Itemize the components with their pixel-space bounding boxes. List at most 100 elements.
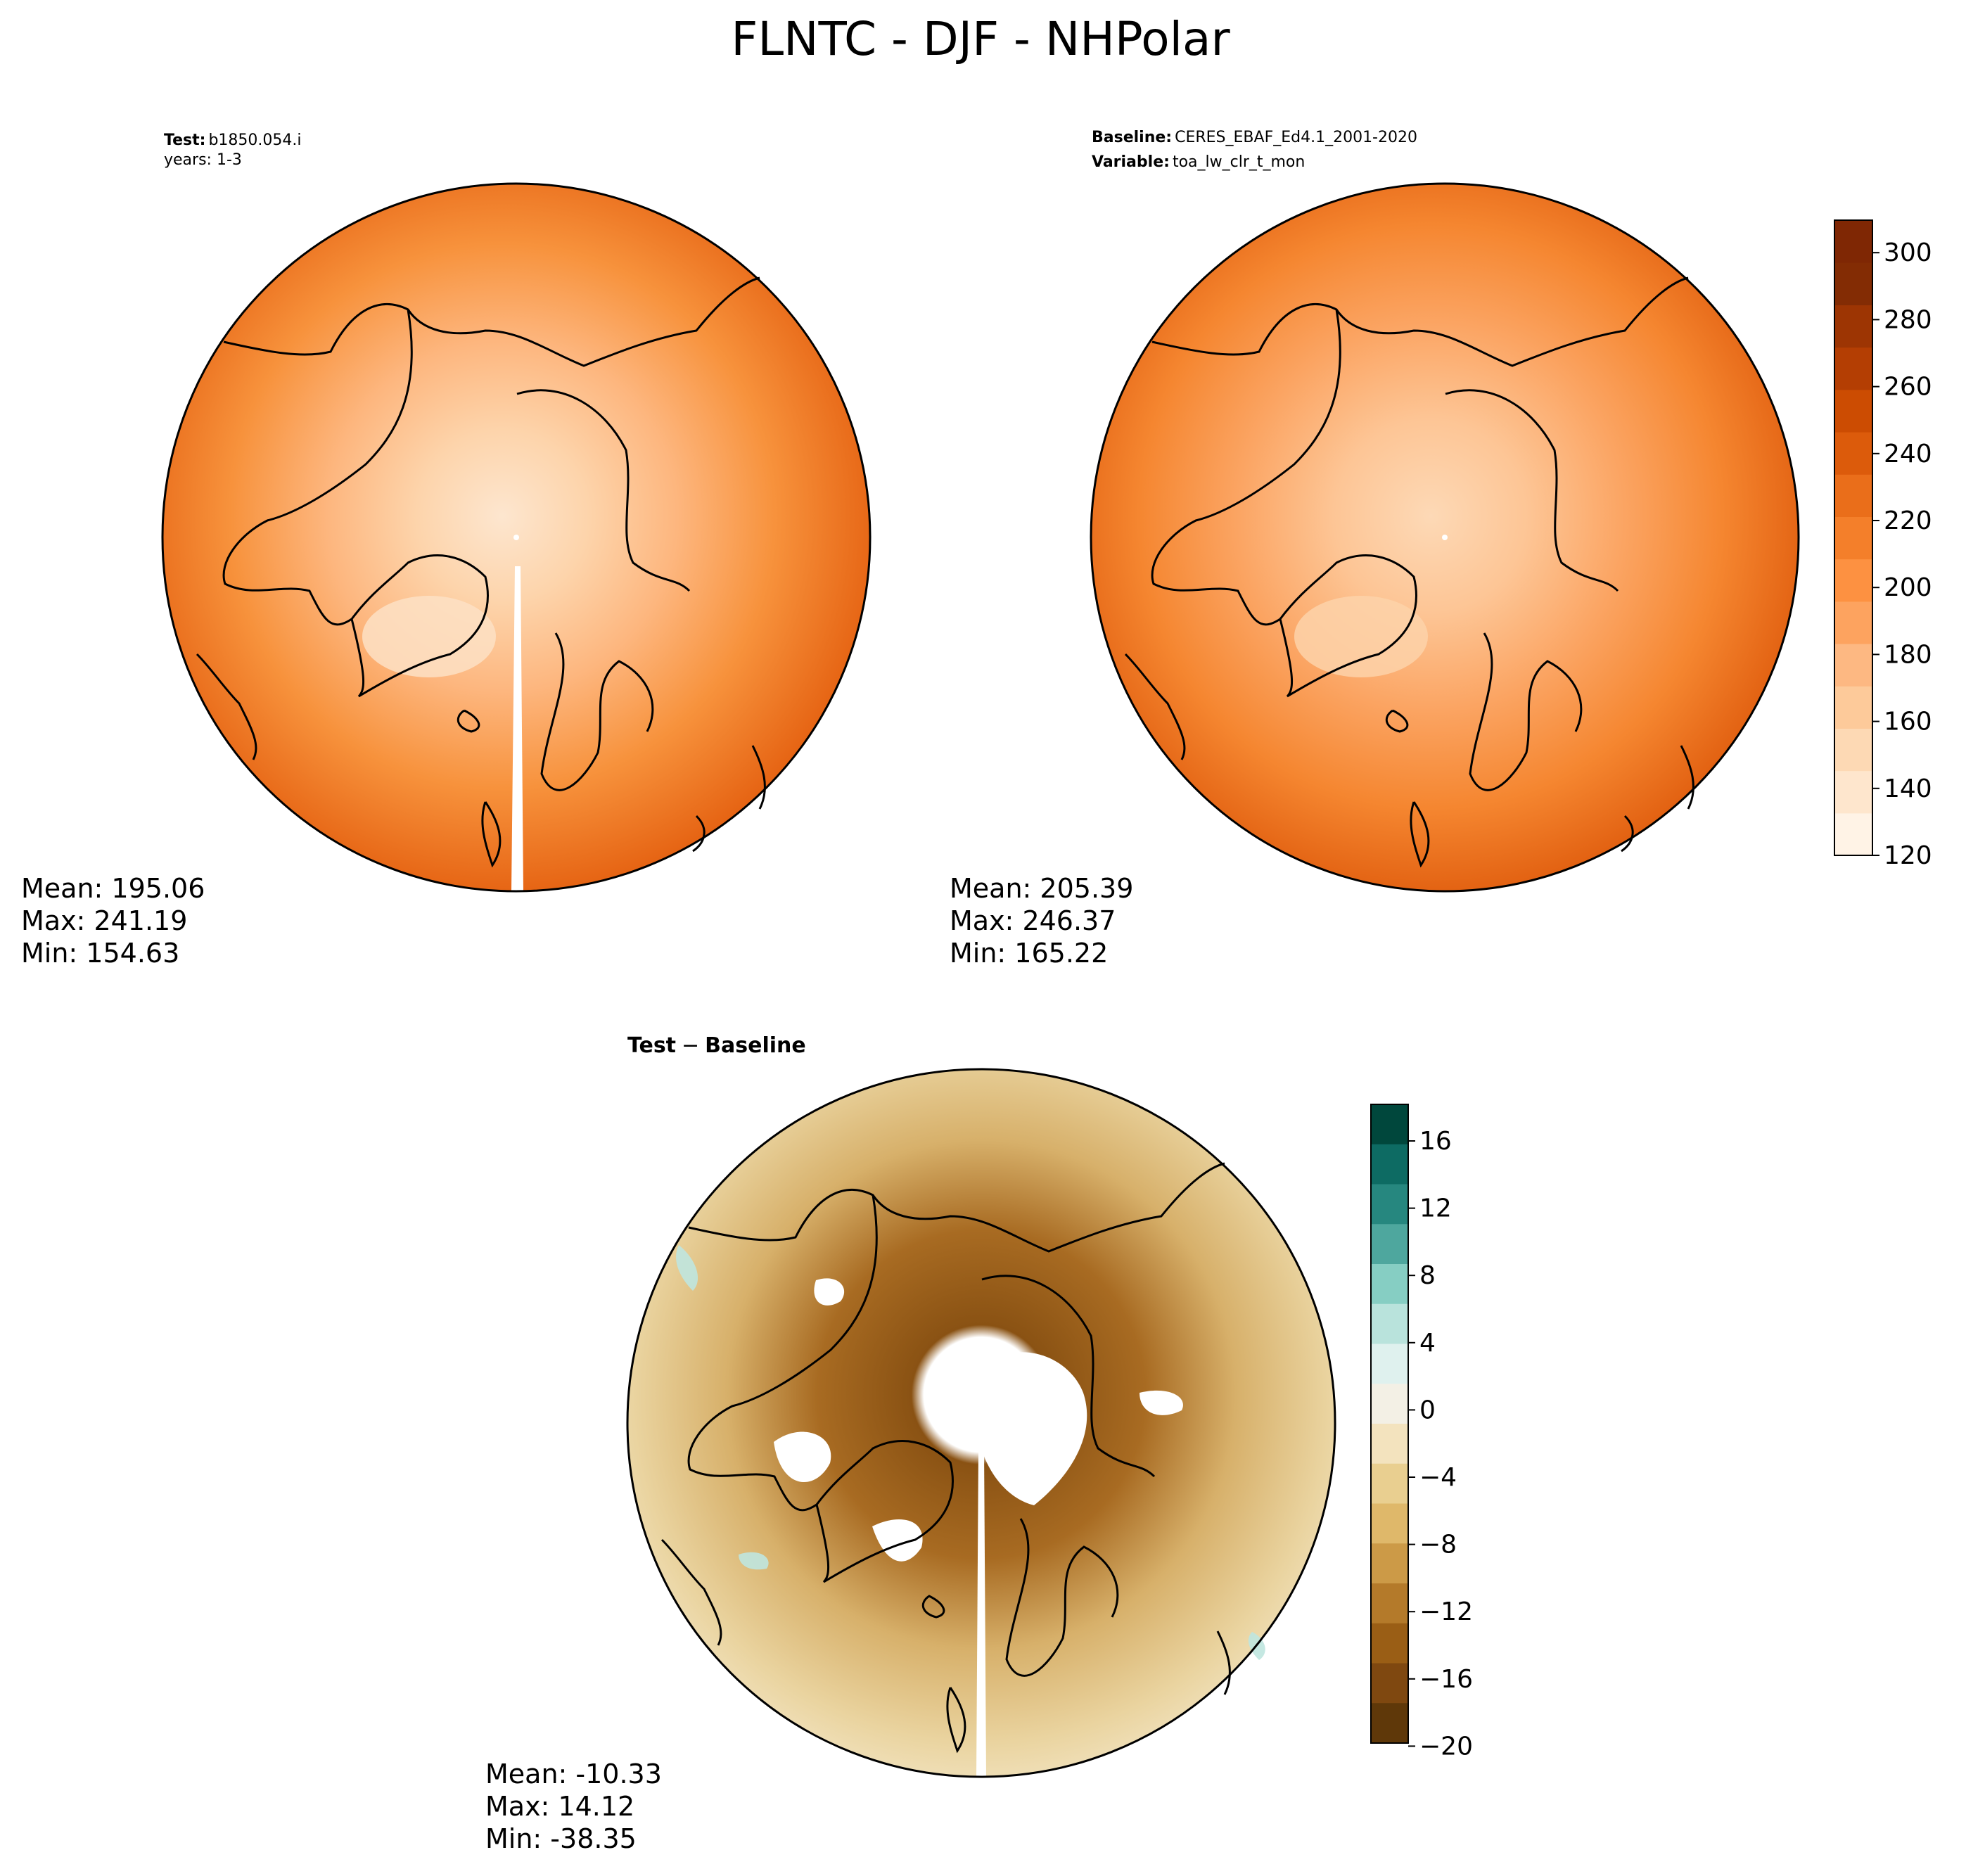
colorbar-tick-label: −8 (1419, 1531, 1457, 1559)
colorbar-tick-label: −20 (1419, 1732, 1473, 1761)
colorbar-segment (1371, 1703, 1408, 1744)
test-mean: Mean: 195.06 (21, 873, 205, 904)
colorbar-tick-label: −16 (1419, 1665, 1473, 1694)
baseline-variable-value: toa_lw_clr_t_mon (1173, 153, 1305, 171)
colorbar-tick-label: 240 (1884, 440, 1932, 468)
diff-colorbar-segments (1371, 1104, 1408, 1744)
colorbar-segment (1834, 262, 1872, 305)
colorbar-segment (1834, 516, 1872, 560)
test-header-key: Test (164, 132, 200, 149)
colorbar-tick-label: 220 (1884, 506, 1932, 535)
baseline-variable: Variable: toa_lw_clr_t_mon (1092, 153, 1305, 171)
colorbar-segment (1834, 770, 1872, 814)
colorbar-segment (1371, 1424, 1408, 1465)
colorbar-segment (1371, 1104, 1408, 1145)
diff-map (626, 1068, 1336, 1778)
test-header-sep: : (200, 132, 206, 149)
colorbar-segment (1371, 1344, 1408, 1384)
diff-min: Min: -38.35 (485, 1823, 637, 1854)
colorbar-segment (1834, 644, 1872, 687)
test-greenland-field (362, 596, 496, 677)
main-colorbar-frame (1834, 219, 1873, 856)
diff-colorbar: 16 12 8 4 0 −4 −8 −12 −16 −20 (1370, 1104, 1473, 1761)
colorbar-segment (1371, 1144, 1408, 1185)
baseline-header: Baseline: CERES_EBAF_Ed4.1_2001-2020 (1092, 129, 1417, 146)
diff-header-baseline: Baseline (705, 1033, 806, 1058)
colorbar-segment (1371, 1303, 1408, 1345)
colorbar-tick-label: 0 (1419, 1396, 1436, 1424)
colorbar-segment (1371, 1583, 1408, 1624)
colorbar-tick-label: 8 (1419, 1261, 1436, 1290)
main-colorbar: 120 140 160 180 200 220 240 260 280 300 (1834, 219, 1932, 870)
colorbar-segment (1371, 1264, 1408, 1305)
test-header-value: b1850.054.i (208, 132, 301, 149)
baseline-variable-sep: : (1163, 153, 1170, 171)
test-panel: Test: b1850.054.i years: 1-3 (21, 132, 872, 969)
colorbar-segment (1834, 812, 1872, 856)
colorbar-segment (1834, 601, 1872, 644)
colorbar-tick-label: 280 (1884, 305, 1932, 334)
figure-title: FLNTC - DJF - NHPolar (731, 12, 1230, 66)
baseline-max: Max: 246.37 (950, 905, 1116, 936)
colorbar-segment (1834, 305, 1872, 348)
diff-missing-wedge (976, 1449, 986, 1777)
test-header: Test: b1850.054.i (164, 132, 301, 149)
colorbar-tick-label: 180 (1884, 640, 1932, 669)
colorbar-tick-label: 200 (1884, 573, 1932, 602)
colorbar-tick-label: −12 (1419, 1597, 1473, 1626)
baseline-variable-key: Variable (1092, 153, 1163, 171)
colorbar-tick-label: 12 (1419, 1194, 1452, 1223)
test-max: Max: 241.19 (21, 905, 187, 936)
test-years: years: 1-3 (164, 151, 242, 169)
baseline-min: Min: 165.22 (950, 938, 1108, 969)
colorbar-segment (1371, 1224, 1408, 1265)
baseline-coastlines (1124, 276, 1694, 868)
colorbar-segment (1371, 1543, 1408, 1584)
colorbar-tick-label: 140 (1884, 774, 1932, 803)
baseline-greenland-field (1294, 596, 1428, 677)
baseline-panel: Baseline: CERES_EBAF_Ed4.1_2001-2020 Vari… (950, 129, 1932, 969)
colorbar-segment (1834, 474, 1872, 517)
colorbar-tick-label: 4 (1419, 1329, 1436, 1358)
diff-mean: Mean: -10.33 (485, 1759, 662, 1789)
colorbar-segment (1834, 220, 1872, 263)
colorbar-segment (1371, 1463, 1408, 1505)
colorbar-segment (1371, 1384, 1408, 1424)
test-min: Min: 154.63 (21, 938, 179, 969)
colorbar-segment (1834, 432, 1872, 475)
test-missing-wedge (511, 566, 523, 891)
test-map (161, 182, 872, 893)
colorbar-tick-label: 260 (1884, 373, 1932, 402)
colorbar-tick-label: 16 (1419, 1127, 1452, 1156)
baseline-map (1090, 182, 1800, 893)
colorbar-segment (1371, 1663, 1408, 1704)
colorbar-segment (1371, 1503, 1408, 1544)
diff-colorbar-ticks: 16 12 8 4 0 −4 −8 −12 −16 −20 (1408, 1127, 1473, 1761)
colorbar-segment (1834, 347, 1872, 390)
colorbar-segment (1834, 389, 1872, 433)
baseline-header-key: Baseline (1092, 129, 1166, 146)
colorbar-segment (1371, 1184, 1408, 1225)
baseline-mean: Mean: 205.39 (950, 873, 1133, 904)
baseline-header-value: CERES_EBAF_Ed4.1_2001-2020 (1175, 129, 1417, 146)
colorbar-segment (1371, 1623, 1408, 1664)
baseline-pole-dot (1442, 535, 1448, 540)
main-colorbar-ticks: 120 140 160 180 200 220 240 260 280 300 (1872, 238, 1932, 870)
test-coastlines (196, 276, 766, 868)
colorbar-segment (1834, 559, 1872, 602)
diff-header: Test − Baseline (627, 1033, 806, 1058)
colorbar-tick-label: 120 (1884, 841, 1932, 870)
diff-header-test: Test (627, 1033, 676, 1058)
diff-map-boundary (626, 1068, 1336, 1778)
colorbar-segment (1834, 686, 1872, 729)
colorbar-segment (1834, 728, 1872, 772)
colorbar-tick-label: 300 (1884, 238, 1932, 267)
colorbar-tick-label: −4 (1419, 1463, 1457, 1492)
test-map-boundary (161, 182, 872, 893)
main-colorbar-segments (1834, 220, 1872, 856)
diff-header-minus: − (682, 1033, 699, 1058)
diff-colorbar-frame (1370, 1104, 1409, 1744)
baseline-map-boundary (1090, 182, 1800, 893)
colorbar-tick-label: 160 (1884, 708, 1932, 736)
